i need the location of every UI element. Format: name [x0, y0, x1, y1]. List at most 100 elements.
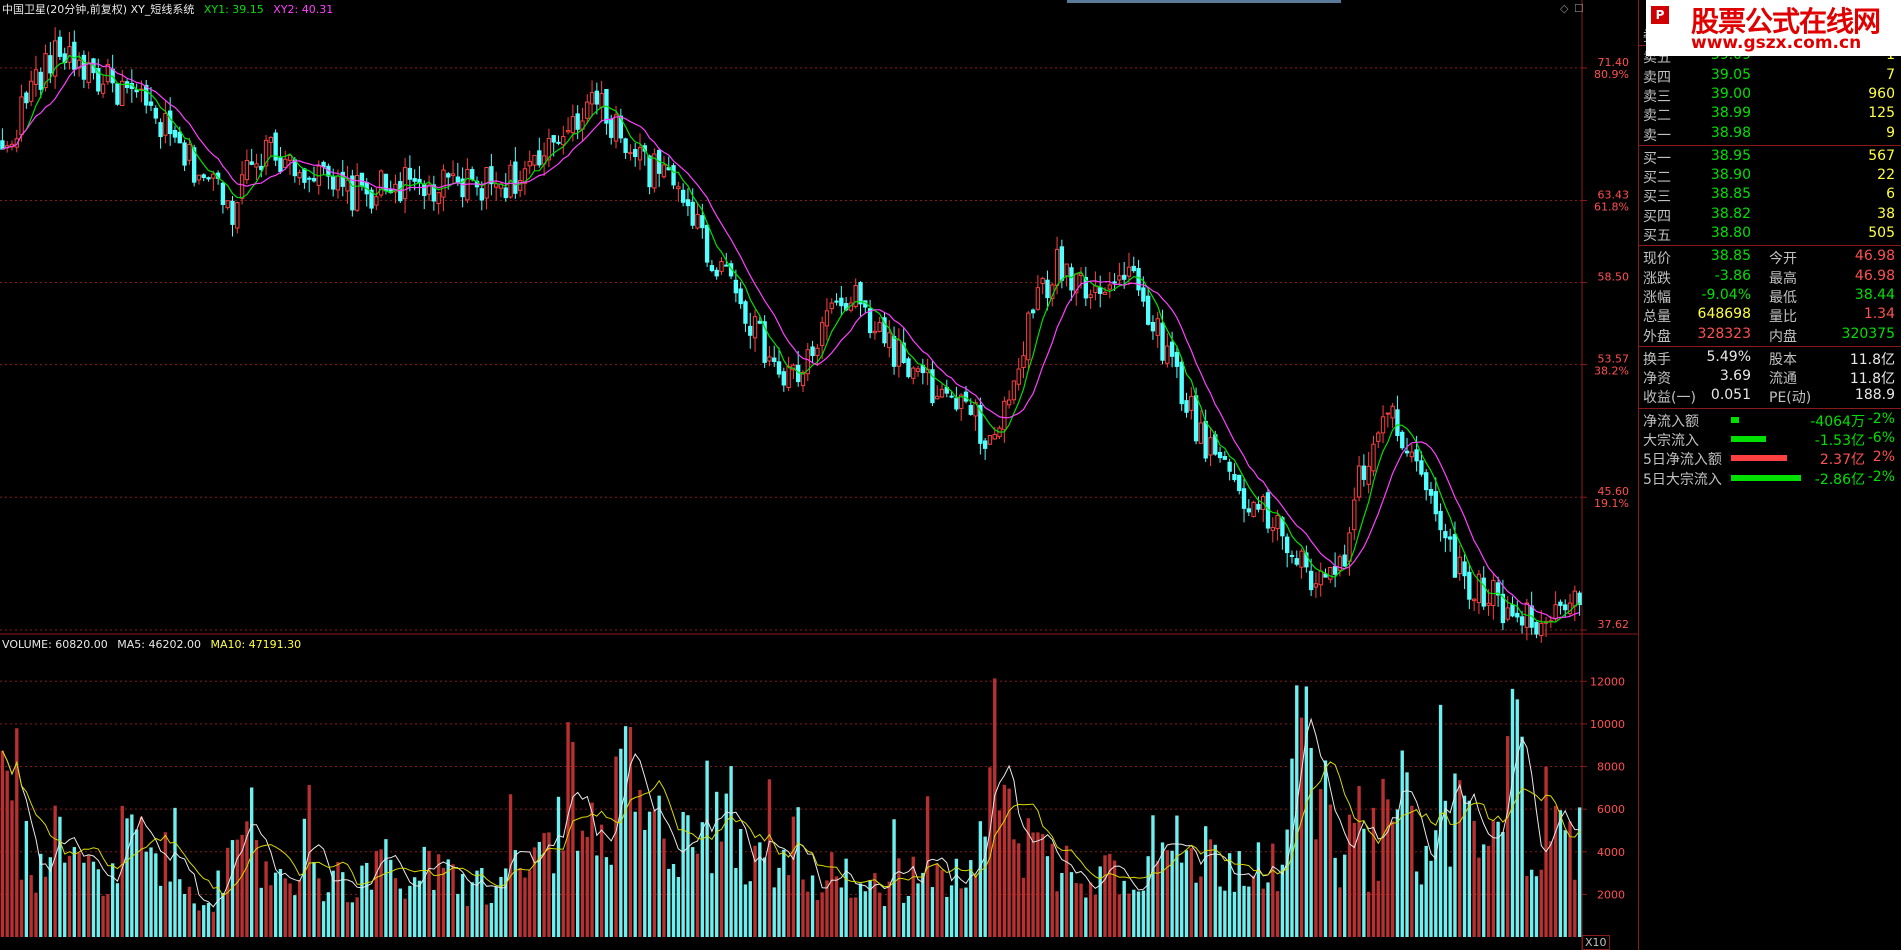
candle-body — [1318, 570, 1323, 586]
stat-label: 最低 — [1769, 289, 1797, 306]
volume-bar — [192, 903, 196, 937]
candle-body — [1198, 422, 1204, 444]
volume-bar — [801, 879, 805, 937]
volume-bar — [1151, 815, 1155, 937]
volume-bar — [187, 886, 192, 937]
zoom-x10-button[interactable]: X10 — [1582, 935, 1610, 950]
volume-bar — [1347, 814, 1352, 937]
ask-label: 卖四 — [1643, 69, 1671, 86]
volume-bar — [897, 858, 901, 937]
volume-bar — [1443, 800, 1448, 937]
fundamental-label: 净资 — [1643, 371, 1671, 388]
restore-icon[interactable]: ◇ — [1560, 2, 1569, 15]
candle-body — [172, 129, 178, 138]
volume-bar — [1021, 877, 1026, 937]
flow-row[interactable]: 5日大宗流入 -2.86亿 -2% — [1639, 469, 1899, 488]
candle-body — [748, 325, 753, 336]
volume-bar — [1496, 821, 1500, 937]
chart-area[interactable]: 71.40 80.9% 63.43 61.8% 58.50 53.57 38.2% 45.60… — [0, 0, 1638, 950]
volume-bar — [1017, 843, 1021, 937]
flow-row[interactable]: 5日净流入额 2.37亿 2% — [1639, 449, 1899, 468]
candle-body — [589, 92, 595, 105]
volume-bar — [969, 860, 973, 937]
volume-ma5-line — [1, 717, 1580, 908]
bid-row[interactable]: 买二 38.90 22 — [1639, 167, 1899, 186]
volume-bar — [1208, 839, 1213, 937]
fib-percent-label: 61.8% — [1594, 201, 1629, 214]
volume-bar — [1256, 842, 1261, 937]
volume-bar — [1036, 832, 1040, 937]
volume-bar — [681, 811, 685, 937]
volume-bar — [149, 847, 153, 937]
volume-bar — [1477, 857, 1481, 937]
volume-bar — [772, 887, 776, 937]
ask-row[interactable]: 卖二 38.99 125 — [1639, 105, 1899, 124]
volume-bar — [599, 824, 604, 937]
flow-row[interactable]: 大宗流入 -1.53亿 -6% — [1639, 430, 1899, 449]
volume-bar — [1410, 805, 1414, 937]
ask-price: 38.99 — [1710, 105, 1751, 122]
volume-bar — [480, 867, 484, 937]
candle-body — [48, 55, 53, 74]
candle-body — [1515, 612, 1520, 618]
close-icon[interactable]: ☐ — [1574, 2, 1584, 15]
bid-row[interactable]: 买四 38.82 38 — [1639, 206, 1899, 225]
candle-body — [1400, 431, 1405, 449]
bid-row[interactable]: 买一 38.95 567 — [1639, 148, 1899, 167]
candle-body — [354, 174, 360, 211]
volume-bar — [1132, 889, 1136, 937]
bid-row[interactable]: 买五 38.80 505 — [1639, 225, 1899, 244]
volume-bar — [470, 882, 474, 937]
candle-body — [772, 357, 777, 363]
ask-row[interactable]: 卖一 38.98 9 — [1639, 125, 1899, 144]
candle-body — [1083, 276, 1089, 299]
volume-bar — [815, 900, 820, 937]
volume-bar — [921, 872, 925, 937]
candle-body — [1184, 400, 1189, 413]
ask-row[interactable]: 卖四 39.05 7 — [1639, 67, 1899, 86]
candle-body — [570, 116, 576, 134]
volume-bar — [1448, 866, 1452, 937]
candle-body — [1467, 571, 1472, 600]
volume-bar — [1275, 891, 1280, 937]
volume-bar — [547, 832, 551, 937]
candle-body — [14, 138, 19, 148]
ask-label: 卖二 — [1643, 108, 1671, 125]
candle-body — [1112, 281, 1117, 284]
candle-body — [609, 118, 614, 138]
flow-row[interactable]: 净流入额 -4064万 -2% — [1639, 411, 1899, 430]
volume-bar — [724, 793, 728, 937]
volume-bar — [1343, 854, 1347, 937]
candle-body — [1189, 395, 1194, 411]
bid-row[interactable]: 买三 38.85 6 — [1639, 186, 1899, 205]
volume-bar — [269, 885, 273, 937]
volume-bar — [1453, 773, 1457, 937]
candle-body — [1577, 592, 1582, 606]
volume-bar — [1093, 894, 1098, 937]
volume-bar — [949, 885, 954, 937]
candle-body — [714, 269, 719, 277]
flow-bar — [1731, 436, 1766, 442]
bid-price: 38.82 — [1710, 205, 1751, 222]
candle-body — [1385, 412, 1391, 415]
volume-bar — [456, 893, 460, 937]
candle-body — [1035, 287, 1041, 310]
candle-body — [800, 372, 806, 387]
volume-bar — [916, 883, 920, 937]
candle-body — [858, 282, 863, 305]
volume-bar — [1237, 851, 1241, 937]
stat-row: 总量 648698 量比 1.34 — [1639, 306, 1899, 325]
candle-body — [1342, 554, 1347, 567]
candle-body — [359, 172, 365, 187]
volume-bar — [297, 880, 302, 937]
ask-row[interactable]: 卖三 39.00 960 — [1639, 86, 1899, 105]
candle-body — [1059, 246, 1065, 281]
candle-body — [1457, 556, 1462, 575]
candle-body — [1424, 472, 1429, 491]
volume-bar — [1189, 848, 1193, 937]
fundamental-label: PE(动) — [1769, 390, 1812, 407]
volume-bar — [1050, 843, 1054, 937]
bid-price: 38.80 — [1710, 225, 1751, 241]
top-scroll-bar[interactable] — [1067, 0, 1341, 3]
